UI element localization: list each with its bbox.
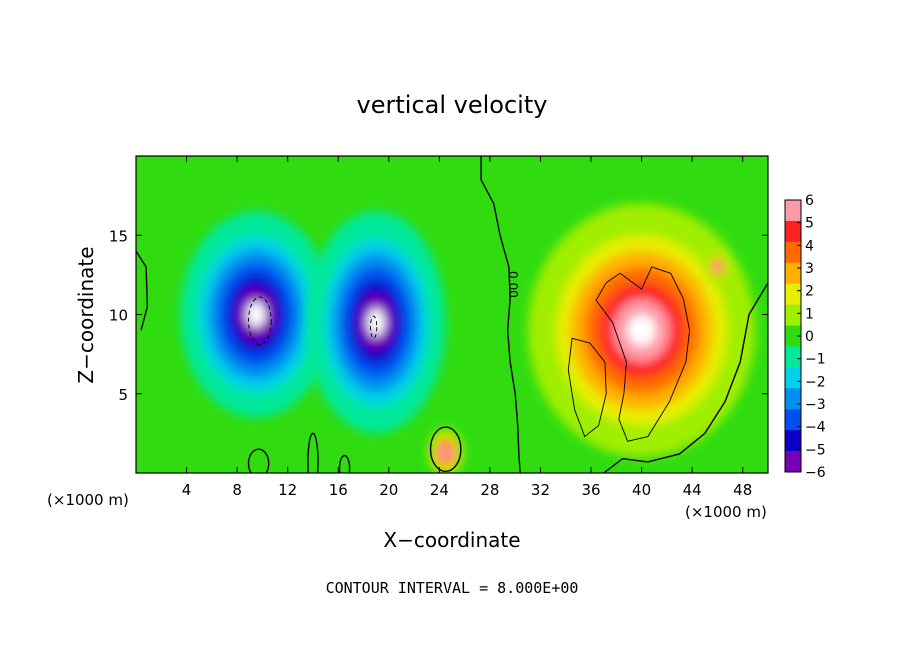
colorbar-label: 3	[805, 261, 814, 277]
updraft-region	[527, 203, 756, 458]
colorbar-swatch	[785, 262, 801, 284]
colorbar-label: −1	[805, 352, 826, 368]
y-tick-label: 15	[109, 227, 128, 245]
zero-contour	[429, 426, 462, 473]
colorbar-swatch	[785, 346, 801, 368]
colorbar-swatch	[785, 325, 801, 347]
x-tick-label: 24	[430, 481, 449, 499]
zero-contour	[603, 282, 768, 473]
colorbar-swatch	[785, 430, 801, 452]
y-axis-label: Z−coordinate	[74, 246, 98, 383]
plot-area: 0.00	[135, 155, 769, 474]
colorbar-label: −6	[805, 465, 826, 481]
y-axis: 5 10 15	[109, 227, 768, 404]
y-tick-label: 10	[109, 307, 128, 325]
colorbar-label: 1	[805, 306, 814, 322]
x-tick-label: 48	[733, 481, 752, 499]
colorbar-label: −4	[805, 420, 826, 436]
zero-contour	[338, 454, 351, 473]
updraft-contour	[595, 266, 691, 442]
colorbar-label: 4	[805, 238, 814, 254]
x-unit-left: (×1000 m)	[47, 491, 129, 509]
x-tick-label: 32	[531, 481, 550, 499]
colorbar-swatch	[785, 451, 801, 473]
downdraft-level	[246, 301, 266, 328]
velocity-field	[180, 203, 756, 473]
x-axis: 4 8 12 16 20 24 28 32 36 40 44 48	[182, 156, 752, 499]
downdraft-region	[180, 211, 332, 418]
colorbar-label: 6	[805, 193, 814, 209]
x-tick-label: 8	[232, 481, 242, 499]
zero-contour	[307, 432, 319, 473]
zero-contour	[480, 156, 521, 473]
updraft-level	[443, 449, 448, 456]
contour-interval-note: CONTOUR INTERVAL = 8.000E+00	[326, 579, 579, 597]
colorbar-swatch	[785, 409, 801, 431]
colorbar: 6 5 4 3 2 1 0 −1 −2 −3 −4 −5 −6	[784, 193, 826, 481]
colorbar-label: 0	[805, 329, 814, 345]
updraft-region	[704, 251, 731, 283]
colorbar-label: −5	[805, 442, 826, 458]
updraft-level	[627, 314, 656, 347]
x-tick-label: 40	[632, 481, 651, 499]
colorbar-swatch	[785, 304, 801, 326]
colorbar-label: −3	[805, 397, 826, 413]
y-tick-label: 5	[118, 386, 128, 404]
colorbar-swatch	[785, 241, 801, 264]
colorbar-label: 2	[805, 284, 814, 300]
x-tick-label: 12	[278, 481, 297, 499]
zero-contour	[136, 250, 149, 331]
colorbar-swatch	[785, 220, 801, 243]
colorbar-swatch	[785, 388, 801, 410]
x-tick-label: 20	[379, 481, 398, 499]
colorbar-swatch	[785, 367, 801, 389]
colorbar-swatch	[785, 283, 801, 305]
x-tick-label: 16	[329, 481, 348, 499]
zero-contour	[247, 448, 270, 473]
updraft-region	[427, 428, 464, 473]
x-tick-label: 36	[581, 481, 600, 499]
chart-title: vertical velocity	[357, 91, 548, 119]
x-tick-label: 28	[480, 481, 499, 499]
colorbar-label: −2	[805, 374, 826, 390]
contour-lines	[136, 156, 768, 473]
downdraft-contour	[370, 315, 378, 339]
contour-label: 0.00	[506, 271, 520, 298]
updraft-contour	[567, 337, 607, 438]
x-axis-label: X−coordinate	[383, 528, 520, 552]
x-tick-label: 4	[182, 481, 192, 499]
colorbar-swatch	[785, 200, 801, 222]
colorbar-label: 5	[805, 216, 814, 232]
x-tick-label: 44	[683, 481, 702, 499]
downdraft-contour	[248, 296, 272, 346]
x-unit-right: (×1000 m)	[685, 503, 767, 521]
updraft-level	[715, 264, 720, 270]
